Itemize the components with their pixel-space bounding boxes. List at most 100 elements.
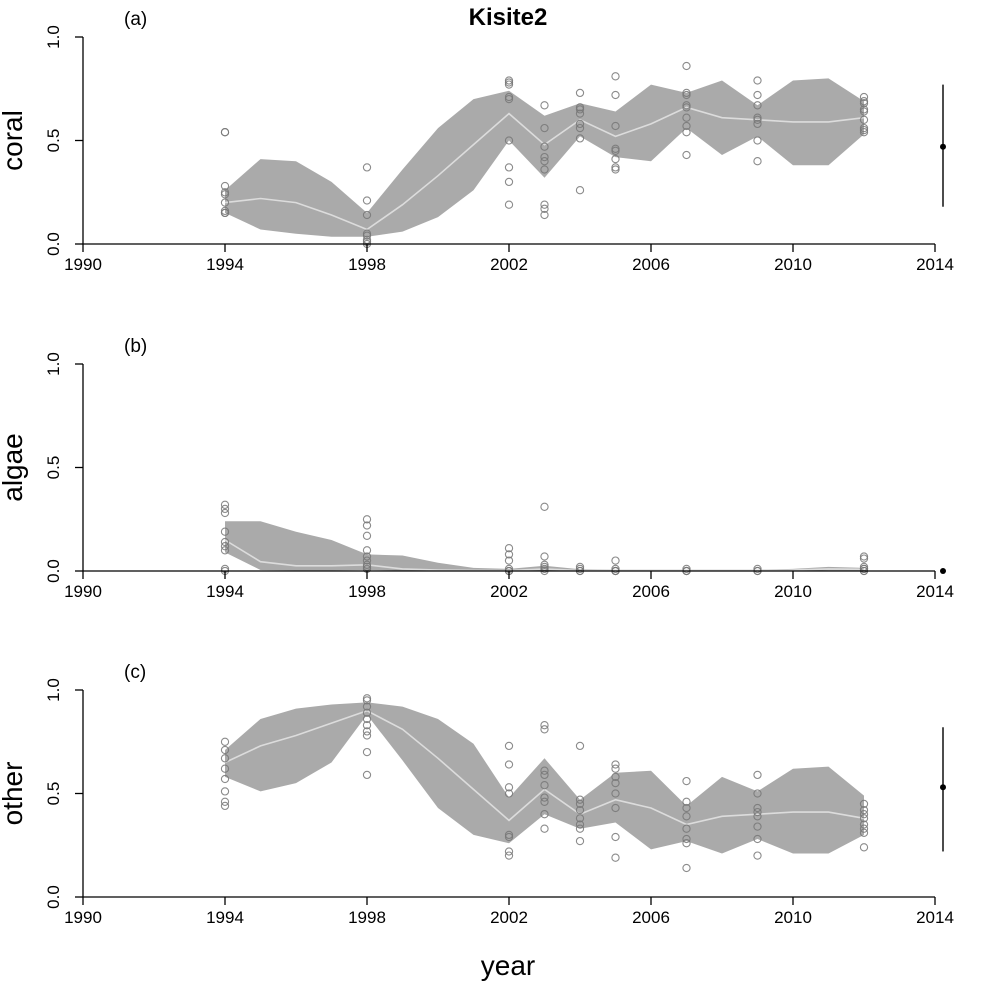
y-tick-label: 0.5	[44, 129, 63, 153]
x-tick-label: 1998	[348, 255, 386, 274]
coral-observation-point	[859, 99, 869, 108]
other-observation-point	[611, 803, 620, 813]
x-tick-label: 1998	[348, 582, 386, 601]
x-tick-label: 2014	[916, 255, 954, 274]
other-observation-point	[504, 832, 514, 842]
chart-title: Kisite2	[469, 4, 548, 31]
algae-observation-point	[362, 515, 372, 524]
other-observation-point	[220, 764, 230, 773]
x-tick-label: 1994	[206, 908, 244, 927]
coral-observation-point	[362, 231, 372, 240]
x-tick-label: 2010	[774, 582, 812, 601]
coral-observation-point	[575, 109, 585, 118]
other-observation-point	[504, 851, 514, 860]
x-tick-label: 2010	[774, 255, 812, 274]
other-observation-point	[611, 772, 620, 782]
coral-observation-point	[682, 113, 691, 122]
coral-observation-point	[504, 200, 514, 209]
other-observation-point	[575, 741, 585, 751]
other-summary-point	[940, 784, 946, 791]
coral-observation-point	[540, 142, 549, 151]
coral-observation-point	[504, 163, 514, 172]
other-observation-point	[540, 793, 549, 802]
algae-observation-point	[682, 564, 691, 574]
other-observation-point	[362, 770, 372, 780]
x-tick-label: 2010	[774, 908, 812, 927]
other-observation-point	[611, 760, 620, 769]
coral-observation-point	[540, 204, 549, 213]
panel-coral: 1990 1994 1998 2002 2006 2010 2014 0.0 0.5 1.0 cor…	[0, 9, 954, 274]
coral-summary-point	[940, 143, 946, 150]
other-observation-point	[362, 731, 372, 740]
coral-observation-point	[220, 198, 230, 207]
coral-observation-point	[611, 72, 620, 81]
algae-observation-point	[362, 531, 372, 540]
algae-observation-point	[611, 564, 620, 574]
coral-observation-point	[859, 128, 869, 137]
algae-observation-point	[362, 546, 372, 555]
algae-observation-point	[220, 542, 230, 551]
coral-observation-point	[504, 80, 514, 89]
other-observation-point	[220, 801, 230, 811]
other-observation-point	[504, 847, 514, 856]
x-tick-label: 1990	[64, 908, 102, 927]
other-observation-point	[859, 843, 869, 852]
algae-observation-point	[504, 544, 514, 553]
coral-observation-point	[504, 78, 514, 87]
coral-observation-point	[362, 210, 372, 220]
coral-observation-point	[682, 150, 691, 160]
coral-observation-point	[859, 105, 869, 114]
other-observation-point	[682, 797, 691, 806]
other-observation-point	[362, 747, 372, 757]
coral-observation-point	[611, 165, 620, 174]
other-observation-point	[682, 776, 691, 786]
coral-observation-point	[753, 90, 762, 100]
other-observation-point	[220, 737, 230, 746]
coral-observation-point	[682, 103, 691, 112]
other-observation-point	[859, 805, 869, 815]
panels-group: 1990 1994 1998 2002 2006 2010 2014 0.0 0.5 1.0 cor…	[0, 9, 954, 927]
other-observation-point	[753, 770, 762, 780]
y-tick-label: 0.0	[44, 885, 63, 909]
coral-observation-point	[220, 190, 230, 199]
other-observation-point	[682, 863, 691, 873]
other-observation-point	[753, 789, 762, 798]
y-tick-label: 0.0	[44, 232, 63, 256]
y-tick-label: 0.0	[44, 559, 63, 583]
other-observation-point	[362, 721, 372, 730]
coral-observation-point	[575, 88, 585, 98]
coral-observation-point	[362, 196, 372, 205]
coral-observation-point	[682, 121, 691, 131]
panel-label: (c)	[124, 662, 146, 683]
x-tick-label: 2002	[490, 255, 528, 274]
algae-observation-point	[575, 564, 585, 574]
algae-observation-point	[220, 500, 230, 509]
other-observation-point	[859, 799, 869, 809]
coral-observation-point	[540, 210, 549, 220]
other-observation-point	[753, 807, 762, 817]
algae-observation-point	[220, 546, 230, 555]
other-observation-point	[540, 766, 549, 775]
other-observation-point	[220, 797, 230, 806]
coral-observation-point	[859, 125, 869, 135]
other-observation-point	[575, 836, 585, 846]
coral-observation-point	[504, 94, 514, 104]
other-observation-point	[220, 754, 230, 763]
other-observation-point	[504, 830, 514, 840]
coral-observation-point	[682, 101, 691, 110]
coral-observation-point	[540, 101, 549, 110]
algae-observation-point	[540, 560, 549, 569]
coral-observation-point	[753, 157, 762, 166]
algae-observation-point	[220, 504, 230, 514]
algae-summary-point	[940, 568, 946, 574]
other-observation-point	[682, 812, 691, 821]
other-observation-point	[611, 789, 620, 798]
coral-observation-point	[540, 165, 549, 174]
x-tick-label: 1998	[348, 908, 386, 927]
algae-observation-point	[362, 560, 372, 569]
x-tick-label: 2006	[632, 255, 670, 274]
other-observation-point	[753, 822, 762, 831]
panel-label: (a)	[124, 9, 147, 30]
algae-observation-point	[362, 556, 372, 565]
